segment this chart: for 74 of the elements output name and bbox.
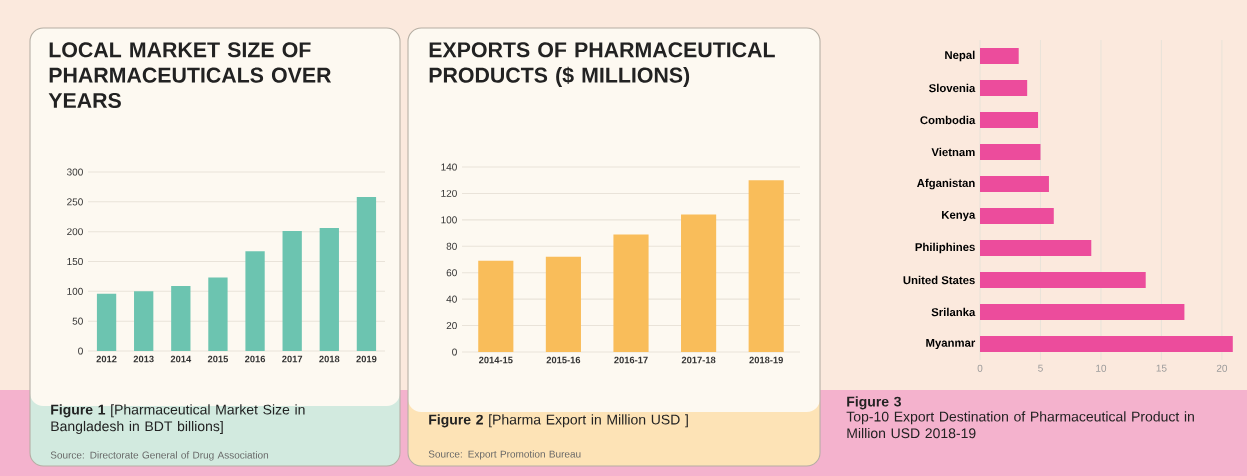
text: Figure 2 [Pharma Export in Million USD ] — [429, 414, 688, 428]
x-tick-label: 2019 — [356, 355, 377, 363]
bar — [980, 144, 1041, 160]
x-tick-label: 2017-18 — [681, 356, 716, 364]
source-note: Source: Directorate General of Drug Association — [50, 451, 269, 461]
x-tick-label: 2014-15 — [478, 356, 513, 364]
x-tick-label: 2015 — [207, 355, 229, 363]
bar — [319, 228, 339, 351]
x-tick-label: 15 — [1156, 364, 1167, 372]
y-tick-label: 100 — [441, 216, 457, 224]
y-tick-label: 20 — [446, 322, 457, 330]
bar — [356, 197, 377, 351]
bar — [478, 260, 514, 352]
bar — [282, 231, 302, 351]
y-tick-label: 150 — [67, 257, 83, 266]
y-tick-label: Combodia — [920, 115, 976, 125]
bar — [980, 272, 1146, 289]
bar — [980, 336, 1233, 352]
x-tick-label: 2018-19 — [749, 356, 783, 364]
source-note: Source: Export Promotion Bureau — [428, 450, 581, 460]
y-tick-label: Afganistan — [917, 178, 975, 190]
y-tick-label: Slovenia — [929, 83, 976, 93]
y-tick-label: Myanmar — [926, 338, 976, 350]
x-tick-label: 2017 — [282, 355, 303, 363]
x-tick-label: 2018 — [319, 355, 340, 363]
text: Top-10 Export Destination of Pharmaceutical Product in Million USD 2018-19 — [846, 411, 1194, 439]
y-tick-label: 80 — [446, 242, 457, 250]
x-tick-label: 10 — [1096, 364, 1107, 372]
y-tick-label: United States — [903, 275, 975, 285]
y-tick-label: 120 — [441, 189, 457, 197]
bar — [245, 251, 265, 351]
x-tick-label: 2014 — [170, 355, 192, 363]
x-tick-label: 2012 — [96, 355, 117, 363]
y-tick-label: 0 — [78, 347, 83, 355]
y-tick-label: 300 — [66, 168, 83, 176]
bar — [980, 240, 1092, 256]
bar — [980, 176, 1049, 192]
chart-title: EXPORTS OF PHARMACEUTICAL PRODUCTS ($ MILLIONS) — [429, 42, 775, 87]
y-tick-label: 0 — [452, 348, 457, 356]
bar — [980, 48, 1019, 64]
y-tick-label: Nepal — [945, 50, 975, 62]
y-tick-label: 50 — [72, 317, 83, 325]
bar — [748, 180, 784, 352]
bar — [980, 80, 1028, 96]
y-tick-label: 250 — [67, 198, 83, 206]
y-tick-label: 40 — [446, 295, 457, 303]
bar — [980, 304, 1185, 320]
text: Figure 1 [Pharmaceutical Market Size in Bangladesh in BDT billions] — [51, 404, 305, 434]
y-tick-label: 60 — [446, 269, 457, 277]
x-tick-label: 2016-17 — [614, 356, 648, 364]
y-tick-label: 140 — [441, 163, 457, 171]
bar — [96, 293, 117, 351]
bar — [545, 256, 581, 352]
x-tick-label: 2016 — [244, 355, 266, 363]
y-tick-label: Philiphines — [915, 242, 975, 254]
bar — [980, 112, 1039, 128]
y-tick-label: Kenya — [942, 210, 976, 222]
y-tick-label: Vietnam — [931, 147, 975, 157]
bar — [980, 208, 1054, 224]
x-tick-label: 20 — [1216, 364, 1228, 372]
caption: Figure 3 — [847, 396, 901, 410]
x-tick-label: 2015-16 — [546, 356, 581, 364]
bar — [613, 234, 649, 352]
chart-title: LOCAL MARKET SIZE OF PHARMACEUTICALS OVER YEARS — [48, 42, 332, 109]
x-tick-label: 0 — [977, 364, 983, 372]
bar — [681, 214, 717, 352]
bar — [134, 291, 154, 351]
y-tick-label: 200 — [67, 228, 83, 236]
bar — [208, 277, 228, 351]
x-tick-label: 5 — [1038, 364, 1043, 372]
y-tick-label: Srilanka — [931, 307, 976, 317]
y-tick-label: 100 — [67, 287, 83, 295]
x-tick-label: 2013 — [133, 355, 154, 363]
bar — [171, 285, 191, 351]
